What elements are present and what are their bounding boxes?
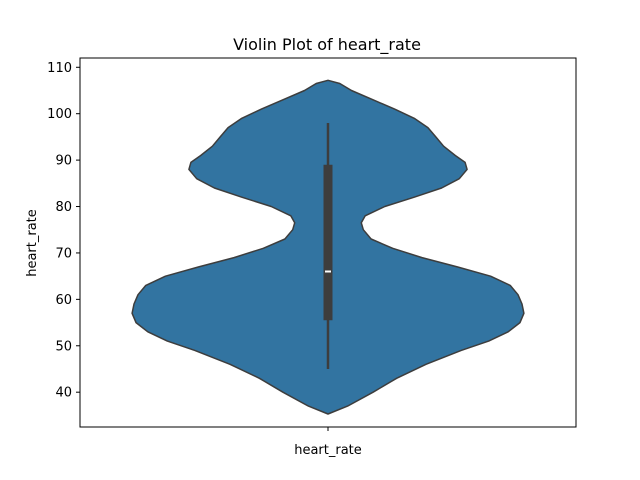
- chart-title: Violin Plot of heart_rate: [233, 35, 421, 55]
- y-tick-label: 90: [55, 154, 72, 169]
- y-tick-label: 80: [55, 200, 72, 215]
- x-axis-ticks: heart_rate: [294, 427, 362, 458]
- y-tick-label: 70: [55, 246, 72, 261]
- box-layer: [323, 122, 333, 369]
- iqr-box: [323, 164, 333, 321]
- y-tick-label: 110: [47, 61, 72, 76]
- y-tick-label: 100: [47, 107, 72, 122]
- y-axis-label: heart_rate: [25, 209, 40, 277]
- x-tick-label: heart_rate: [294, 443, 362, 458]
- y-axis-ticks: 40 50 60 70 80 90 100 110: [47, 61, 80, 401]
- y-tick-label: 60: [55, 293, 72, 308]
- y-tick-label: 40: [55, 386, 72, 401]
- y-tick-label: 50: [55, 339, 72, 354]
